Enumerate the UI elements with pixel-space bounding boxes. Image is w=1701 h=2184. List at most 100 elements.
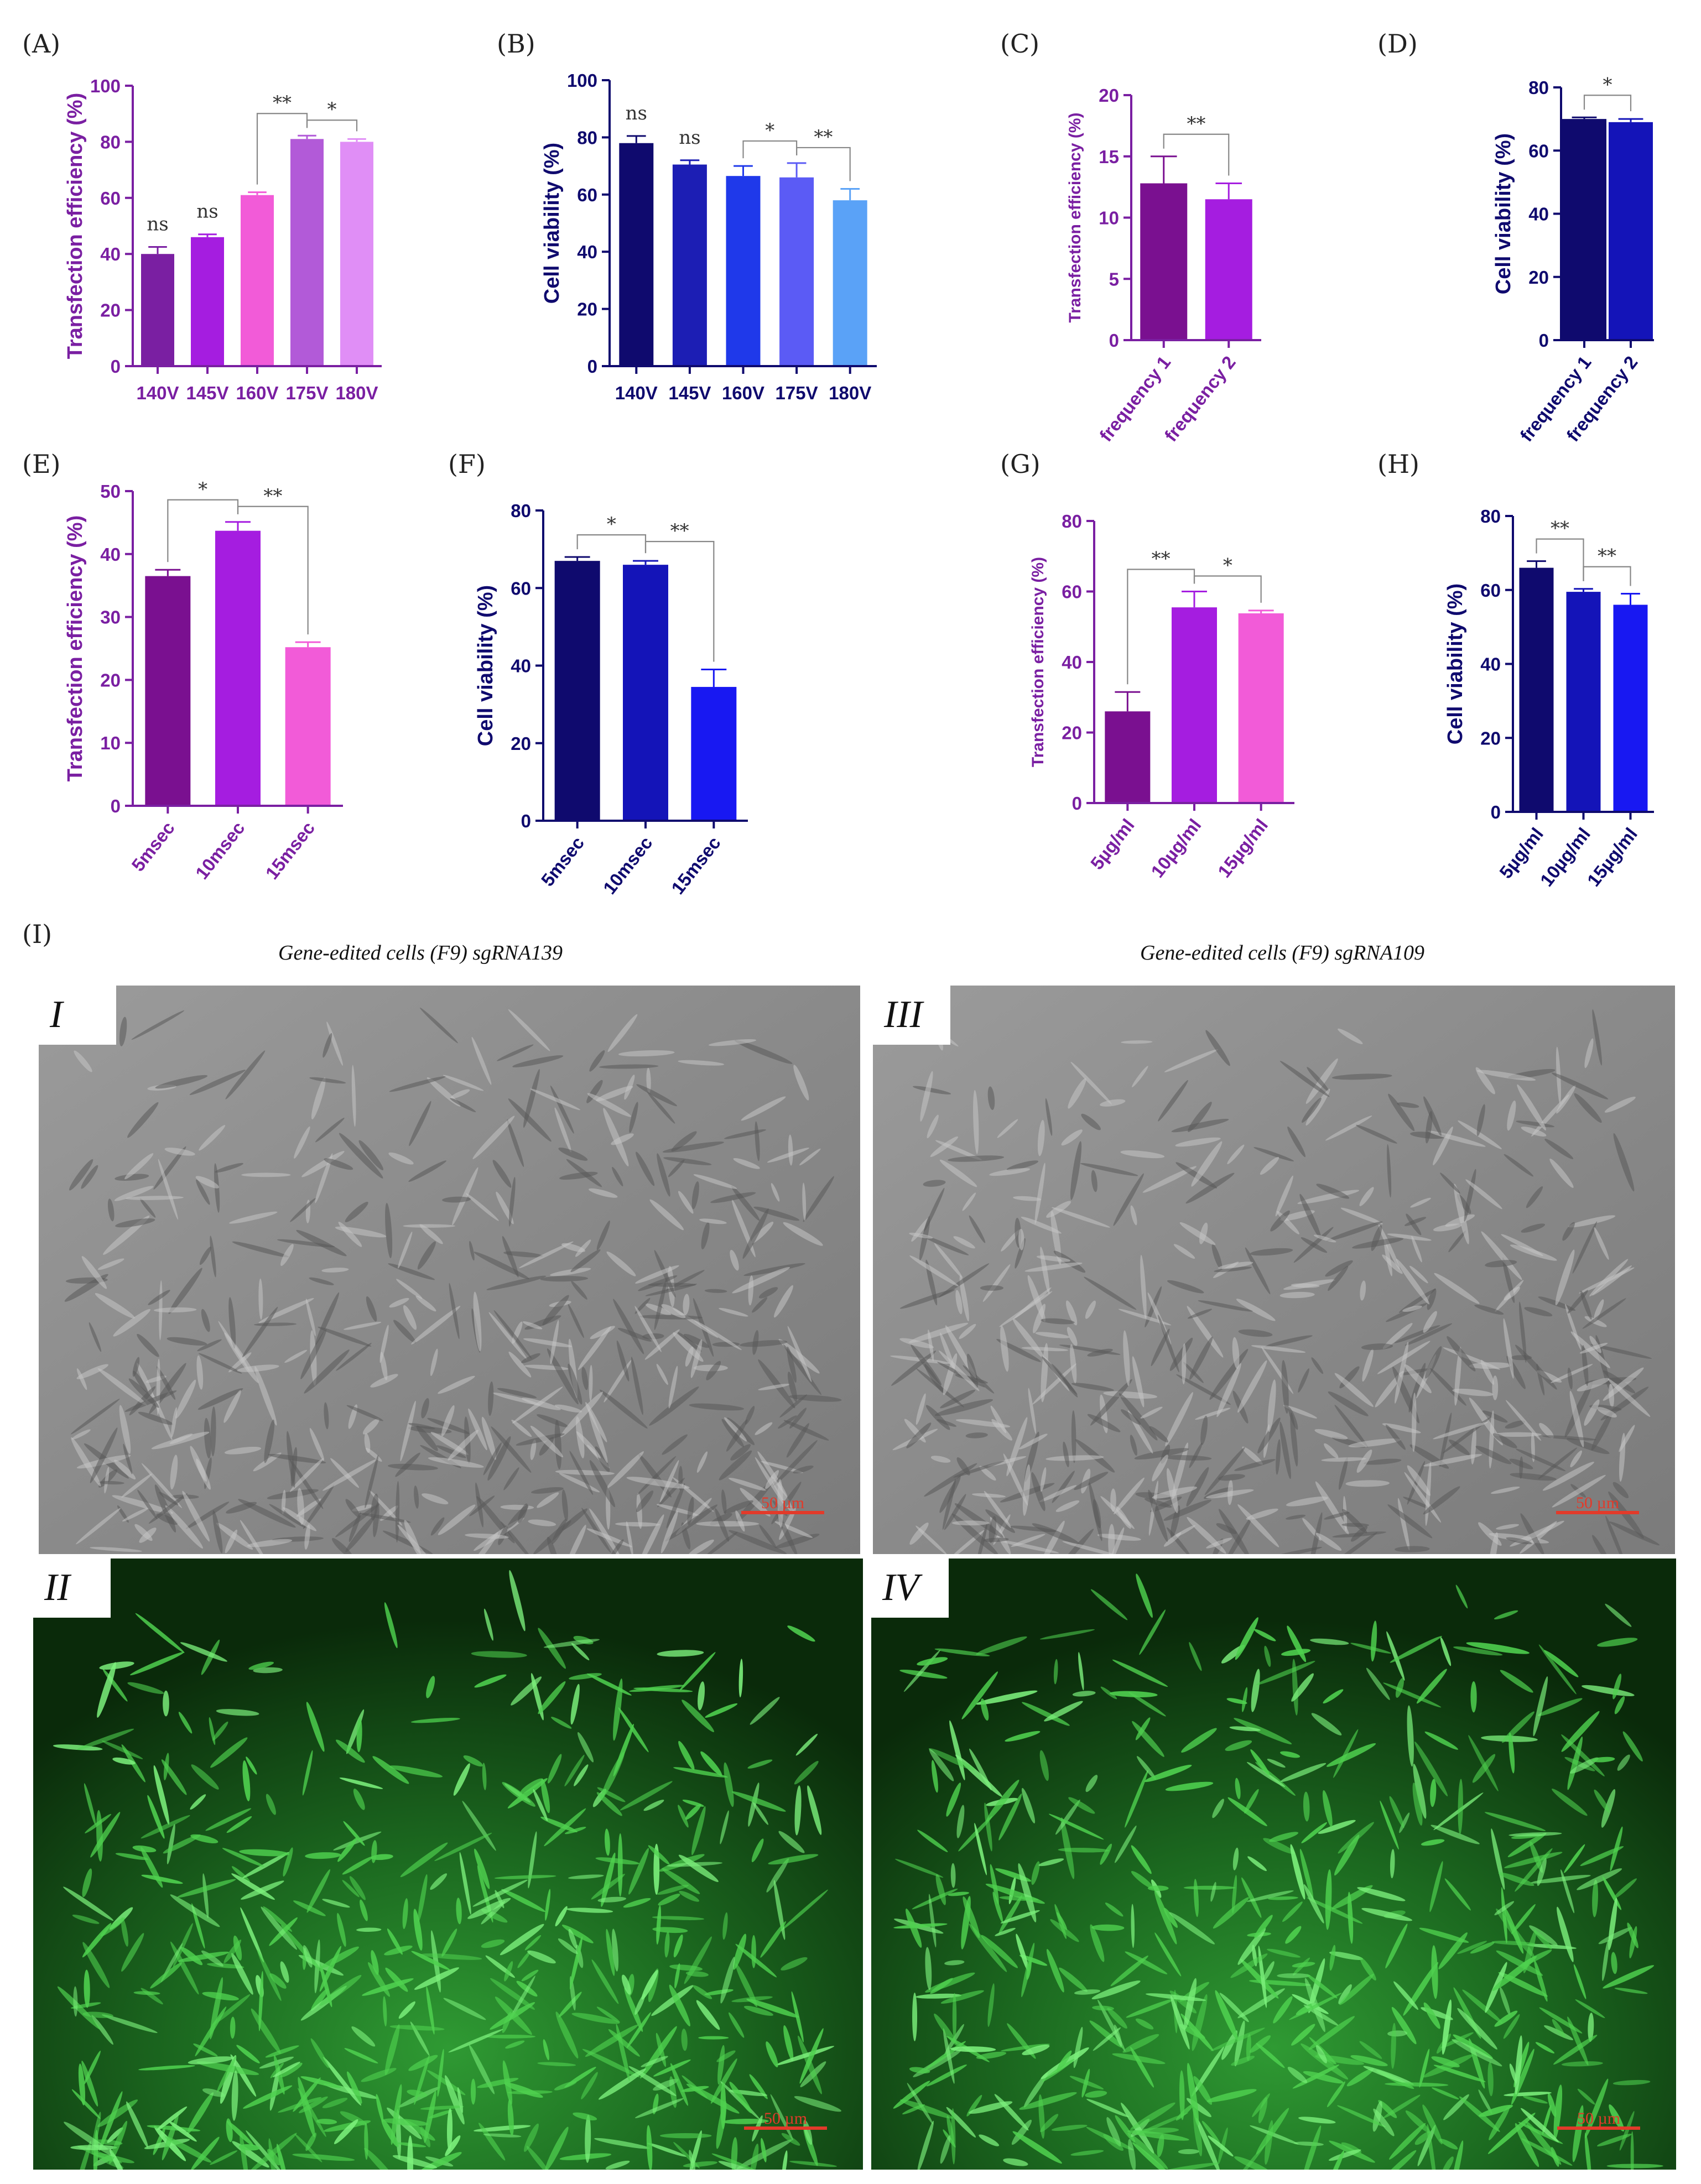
bar [241, 195, 274, 366]
bar [290, 139, 324, 366]
error-bar [734, 165, 753, 176]
y-axis-label: Transfection efficiency (%) [1066, 112, 1084, 322]
significance-bracket [576, 534, 647, 554]
y-tick-label: 40 [1528, 204, 1549, 225]
chart-H: (H)****0204060805µg/ml10µg/ml15µg/mlCell… [1377, 449, 1654, 890]
bar [1140, 183, 1188, 340]
ns-label: ns [626, 102, 647, 124]
error-bar [1621, 592, 1640, 605]
significance-label: ** [273, 92, 292, 114]
y-tick-label: 50 [100, 481, 121, 502]
x-tick-label: 180V [335, 383, 378, 403]
y-tick-label: 0 [111, 796, 121, 816]
significance-label: ** [263, 485, 282, 507]
bar [1238, 613, 1284, 803]
error-bar [626, 135, 646, 143]
cell-texture [53, 1570, 841, 2170]
bar [554, 561, 600, 821]
y-tick-label: 40 [1062, 652, 1082, 673]
x-tick-label: 15msec [261, 818, 319, 883]
x-tick-label: 140V [615, 383, 658, 403]
y-tick-label: 60 [577, 185, 597, 205]
y-tick-label: 40 [1480, 654, 1501, 675]
error-bar [155, 569, 181, 576]
significance-bracket [1163, 133, 1230, 176]
significance-label: ** [670, 520, 689, 542]
y-tick-label: 10 [1099, 208, 1119, 228]
micrograph-label: IV [882, 1566, 923, 1609]
significance-bracket [1193, 575, 1262, 603]
significance-bracket [1583, 566, 1631, 586]
x-tick-label: 15µg/ml [1214, 815, 1272, 882]
error-bar [1150, 155, 1177, 184]
error-bar [1618, 118, 1643, 122]
x-tick-label: 160V [722, 383, 764, 403]
error-bar [787, 162, 807, 178]
scale-bar-label: 50 µm [1577, 2109, 1620, 2128]
x-tick-label: 15µg/ml [1583, 824, 1641, 890]
error-bar [1574, 588, 1593, 592]
ns-label: ns [196, 201, 218, 223]
bar [623, 565, 668, 821]
significance-label: * [765, 119, 774, 142]
significance-bracket [742, 140, 798, 159]
y-axis-label: Cell viability (%) [540, 143, 564, 304]
x-tick-label: 180V [829, 383, 871, 403]
x-tick-label: 10µg/ml [1147, 815, 1205, 882]
bar [1105, 711, 1151, 803]
significance-label: * [1223, 555, 1232, 577]
y-tick-label: 20 [100, 670, 121, 690]
x-tick-label: 10msec [599, 833, 657, 898]
label-box [867, 981, 950, 1045]
y-tick-label: 20 [1099, 85, 1119, 106]
y-tick-label: 60 [511, 578, 531, 598]
y-tick-label: 40 [100, 544, 121, 565]
error-bar [840, 187, 860, 201]
label-box [28, 1554, 111, 1618]
panel-letter: (E) [22, 449, 60, 479]
error-bar [1248, 609, 1274, 614]
y-tick-label: 100 [567, 70, 597, 91]
error-bar [298, 134, 316, 139]
cell-texture [890, 1009, 1660, 1554]
y-tick-label: 60 [100, 188, 121, 209]
significance-bracket [796, 147, 851, 181]
bar [191, 237, 224, 366]
y-tick-label: 20 [1480, 728, 1501, 748]
y-tick-label: 80 [100, 132, 121, 152]
x-tick-label: 10µg/ml [1536, 824, 1594, 890]
y-tick-label: 0 [1109, 330, 1119, 351]
bar [1609, 122, 1653, 340]
y-tick-label: 5 [1109, 269, 1119, 289]
error-bar [295, 641, 321, 648]
panel-letter-I: (I) [22, 919, 52, 949]
y-tick-label: 20 [100, 300, 121, 321]
bar [1613, 604, 1648, 812]
x-tick-label: 175V [776, 383, 818, 403]
ns-label: ns [679, 127, 700, 149]
x-tick-label: 145V [668, 383, 711, 403]
y-tick-label: 60 [1528, 140, 1549, 161]
scale-bar-label: 50 µm [764, 2109, 807, 2128]
cell-texture [893, 1573, 1663, 2170]
y-tick-label: 0 [111, 356, 121, 377]
y-tick-label: 40 [100, 244, 121, 264]
y-tick-label: 60 [1062, 582, 1082, 602]
micrograph-section: (I) Gene-edited cells (F9) sgRNA139 Gene-e… [22, 919, 1676, 2170]
micrograph-III: III 50 µm [867, 981, 1675, 1554]
cell-texture [64, 1007, 842, 1554]
scale-bar-label: 50 µm [1576, 1494, 1619, 1512]
y-tick-label: 20 [577, 299, 597, 320]
label-box [33, 981, 116, 1045]
micrograph-II: II 50 µm [28, 1554, 863, 2170]
y-tick-label: 40 [577, 242, 597, 262]
y-axis-label: Cell viability (%) [1492, 133, 1515, 294]
y-axis-label: Cell viability (%) [474, 585, 497, 746]
micrograph-IV: IV 50 µm [866, 1554, 1676, 2170]
panel-letter: (C) [1000, 29, 1039, 59]
significance-bracket [1583, 95, 1632, 112]
